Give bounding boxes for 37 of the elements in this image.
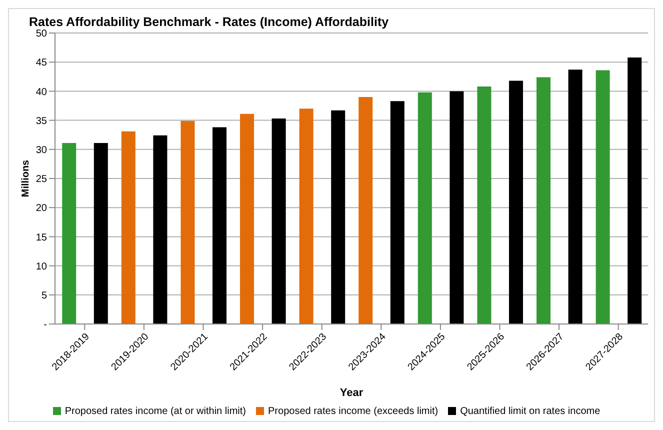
chart-title: Rates Affordability Benchmark - Rates (Income) Affordability bbox=[29, 15, 389, 29]
bar bbox=[121, 131, 136, 324]
bar bbox=[299, 108, 314, 324]
bar bbox=[568, 70, 582, 324]
bar bbox=[358, 97, 373, 324]
bar bbox=[509, 80, 524, 324]
bar bbox=[477, 86, 492, 324]
bar bbox=[331, 110, 346, 324]
y-tick-label: 40 bbox=[36, 86, 48, 98]
y-tick-label: 5 bbox=[41, 290, 48, 302]
bar bbox=[153, 135, 168, 324]
y-tick-label: 15 bbox=[36, 232, 48, 244]
y-tick-label: 30 bbox=[36, 144, 48, 156]
y-tick-label: 10 bbox=[36, 261, 48, 272]
bar bbox=[180, 120, 195, 324]
y-axis-title: Millions bbox=[20, 159, 32, 198]
y-tick-label: 45 bbox=[36, 58, 48, 69]
bar bbox=[418, 92, 432, 324]
y-tick-label: 50 bbox=[36, 28, 48, 40]
bar bbox=[62, 143, 76, 324]
y-tick-label: - bbox=[44, 320, 47, 331]
bar bbox=[94, 143, 108, 324]
legend-label: Quantified limit on rates income bbox=[460, 406, 600, 417]
y-tick-label: 20 bbox=[36, 203, 48, 214]
bar bbox=[212, 127, 227, 324]
bar bbox=[390, 101, 404, 324]
y-tick-label: 25 bbox=[36, 174, 48, 186]
bar bbox=[628, 57, 642, 324]
bar bbox=[596, 70, 610, 324]
bar bbox=[450, 91, 464, 324]
bar bbox=[272, 118, 286, 324]
y-tick-label: 35 bbox=[36, 116, 48, 127]
bar bbox=[240, 114, 254, 324]
legend-label: Proposed rates income (exceeds limit) bbox=[268, 406, 438, 417]
legend-label: Proposed rates income (at or within limit) bbox=[64, 406, 246, 417]
bar bbox=[536, 77, 551, 324]
x-axis-title: Year bbox=[340, 387, 364, 399]
